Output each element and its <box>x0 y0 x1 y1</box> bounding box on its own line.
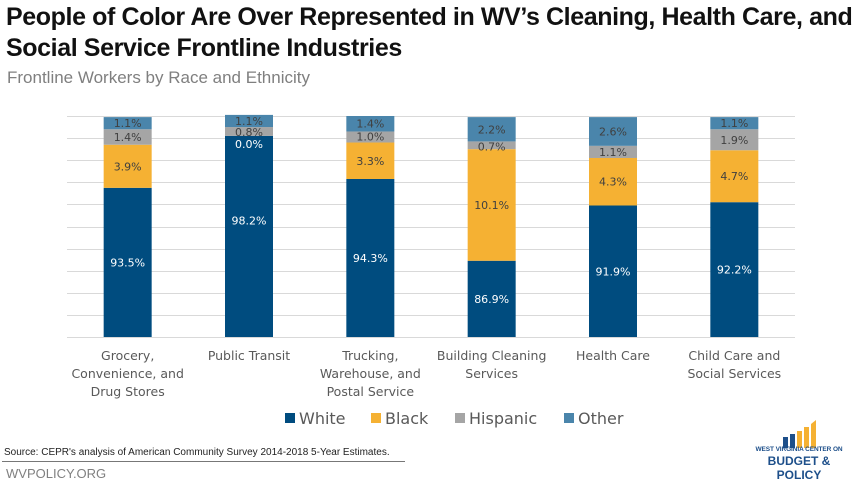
bar-segment-hispanic <box>710 129 759 151</box>
bar-segment-other <box>467 117 516 142</box>
bar-segment-hispanic <box>589 145 637 158</box>
data-label: 1.1% <box>235 115 263 128</box>
data-label: 1.1% <box>114 117 142 130</box>
legend-label-hispanic: Hispanic <box>469 409 537 428</box>
source-divider <box>2 461 405 462</box>
bar-segment-black <box>467 149 516 261</box>
data-label: 94.3% <box>353 252 388 265</box>
data-label: 2.2% <box>478 123 506 136</box>
logo-line2: BUDGET & POLICY <box>767 454 831 482</box>
data-label: 1.1% <box>720 117 748 130</box>
logo-bars-icon <box>783 420 816 448</box>
x-tick-label: Warehouse, and <box>320 366 421 381</box>
legend-swatch-other <box>564 413 574 423</box>
data-label: 1.1% <box>599 146 627 159</box>
bar-segment-white <box>589 205 637 337</box>
x-tick-labels: Grocery, Convenience, and Drug Stores Publi… <box>71 348 781 399</box>
bar-segment-black <box>710 150 759 203</box>
bars <box>103 114 759 337</box>
data-label: 10.1% <box>474 199 509 212</box>
logo-line1: WEST VIRGINIA CENTER ON <box>755 446 843 453</box>
x-tick-label: Trucking, <box>341 348 398 363</box>
data-label: 3.9% <box>114 160 142 173</box>
bar-segment-white <box>346 178 395 337</box>
data-label: 0.8% <box>235 126 263 139</box>
data-label: 4.7% <box>720 170 748 183</box>
x-tick-label: Services <box>465 366 518 381</box>
bar-segment-other <box>103 117 152 130</box>
legend: White Black Hispanic Other <box>285 409 624 428</box>
legend-label-white: White <box>299 409 346 428</box>
bar-segment-hispanic <box>467 141 516 150</box>
data-label: 92.2% <box>717 264 752 277</box>
x-tick-label: Postal Service <box>327 384 415 399</box>
data-label: 1.9% <box>720 134 748 147</box>
data-label: 1.4% <box>356 118 384 131</box>
bar-segment-white <box>710 202 759 337</box>
chart-title: People of Color Are Over Represented in … <box>6 3 853 62</box>
x-tick-label: Building Cleaning <box>437 348 547 363</box>
x-tick-label: Social Services <box>687 366 781 381</box>
bar-segment-other <box>710 117 759 130</box>
data-label: 93.5% <box>110 256 145 269</box>
x-tick-label: Child Care and <box>688 348 780 363</box>
x-tick-label: Convenience, and <box>71 366 183 381</box>
bar-segment-hispanic <box>103 129 152 145</box>
bar-segment-other <box>589 117 637 146</box>
chart-subtitle: Frontline Workers by Race and Ethnicity <box>7 68 310 87</box>
data-labels: 93.5%3.9%1.4%1.1%0.0%98.2%0.8%1.1%98.2%9… <box>110 115 752 306</box>
data-label: 4.3% <box>599 176 627 189</box>
data-label: 0.0% <box>235 138 263 151</box>
bar-segment-hispanic <box>346 131 395 143</box>
x-tick-label: Health Care <box>576 348 650 363</box>
legend-swatch-hispanic <box>455 413 465 423</box>
data-label: 1.4% <box>114 131 142 144</box>
logo: WEST VIRGINIA CENTER ON BUDGET & POLICY <box>744 420 854 482</box>
legend-swatch-white <box>285 413 295 423</box>
bar-segment-other <box>346 116 395 132</box>
bar-segment-black <box>346 142 395 179</box>
legend-label-black: Black <box>385 409 429 428</box>
bar-segment-white <box>225 135 273 337</box>
source-note: Source: CEPR's analysis of American Comm… <box>4 447 390 458</box>
data-label: 0.7% <box>478 140 506 153</box>
data-label: 3.3% <box>356 155 384 168</box>
legend-swatch-black <box>371 413 381 423</box>
bar-segment-white <box>103 187 152 337</box>
site-url: WVPOLICY.ORG <box>6 466 107 481</box>
data-label: 98.2% <box>232 214 267 227</box>
x-tick-label: Public Transit <box>208 348 290 363</box>
data-label: 2.6% <box>599 125 627 138</box>
data-label: 1.0% <box>356 130 384 143</box>
bar-segment-other <box>225 114 273 128</box>
gridlines <box>67 116 795 338</box>
stacked-bar-chart: 93.5%3.9%1.4%1.1%0.0%98.2%0.8%1.1%98.2%9… <box>67 114 795 428</box>
legend-label-other: Other <box>578 409 624 428</box>
x-tick-label: Drug Stores <box>91 384 165 399</box>
data-label: 86.9% <box>474 293 509 306</box>
x-tick-label: Grocery, <box>101 348 154 363</box>
bar-segment-black <box>103 144 152 188</box>
bar-segment-white <box>467 260 516 337</box>
bar-segment-hispanic <box>225 127 273 136</box>
bar-segment-black <box>589 157 637 206</box>
data-label: 91.9% <box>596 265 631 278</box>
